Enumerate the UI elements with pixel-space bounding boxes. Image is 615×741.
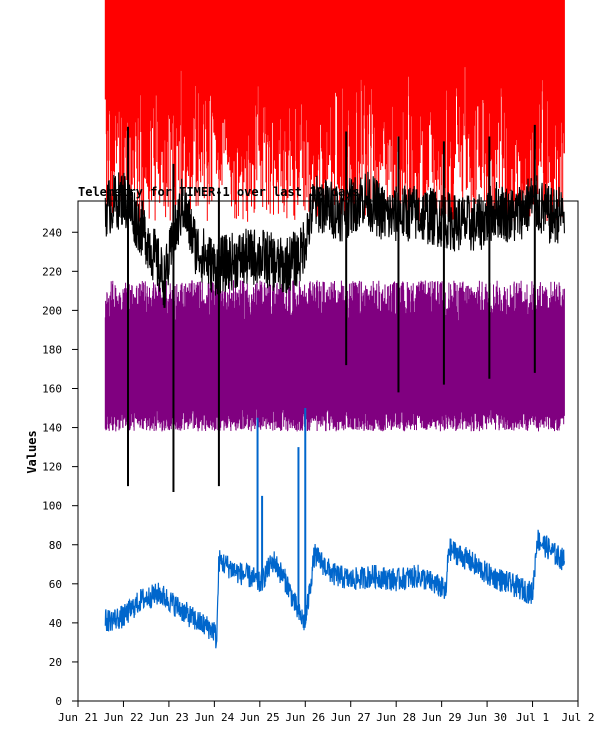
series-purple-line bbox=[104, 280, 565, 432]
y-tick-label-6: 120 bbox=[42, 461, 62, 474]
y-tick-label-7: 140 bbox=[42, 422, 62, 435]
series-black-line bbox=[104, 171, 565, 308]
y-tick-label-9: 180 bbox=[42, 343, 62, 356]
series-red-line bbox=[104, 0, 565, 223]
y-tick-label-3: 60 bbox=[49, 578, 62, 591]
x-tick-label-0: Jun 21 bbox=[58, 711, 98, 724]
x-tick-label-2: Jun 23 bbox=[149, 711, 189, 724]
x-tick-label-8: Jun 29 bbox=[422, 711, 462, 724]
y-tick-label-1: 20 bbox=[49, 656, 62, 669]
y-tick-label-11: 220 bbox=[42, 265, 62, 278]
x-tick-label-1: Jun 22 bbox=[104, 711, 144, 724]
x-tick-label-4: Jun 25 bbox=[240, 711, 280, 724]
y-tick-label-2: 40 bbox=[49, 617, 62, 630]
x-tick-label-11: Jul 2 bbox=[561, 711, 594, 724]
chart-title: Telemetry for TIMER-1 over last 10 days bbox=[78, 185, 360, 199]
x-tick-label-5: Jun 26 bbox=[285, 711, 325, 724]
x-tick-label-10: Jul 1 bbox=[516, 711, 549, 724]
y-tick-label-10: 200 bbox=[42, 304, 62, 317]
y-tick-label-0: 0 bbox=[55, 695, 62, 708]
y-tick-label-4: 80 bbox=[49, 539, 62, 552]
y-tick-label-12: 240 bbox=[42, 226, 62, 239]
plot-frame bbox=[77, 200, 579, 702]
y-tick-label-5: 100 bbox=[42, 500, 62, 513]
y-axis-title: Values bbox=[25, 430, 39, 473]
x-tick-label-7: Jun 28 bbox=[376, 711, 416, 724]
series-layer bbox=[104, 0, 565, 649]
series-blue-line bbox=[104, 529, 565, 649]
x-tick-label-6: Jun 27 bbox=[331, 711, 371, 724]
axes-layer: 0 20 40 60 80 100 120 140 160 180 200 220 240 Jun 21 J… bbox=[42, 200, 595, 724]
x-tick-label-3: Jun 24 bbox=[194, 711, 234, 724]
x-tick-label-9: Jun 30 bbox=[467, 711, 507, 724]
y-tick-label-8: 160 bbox=[42, 383, 62, 396]
